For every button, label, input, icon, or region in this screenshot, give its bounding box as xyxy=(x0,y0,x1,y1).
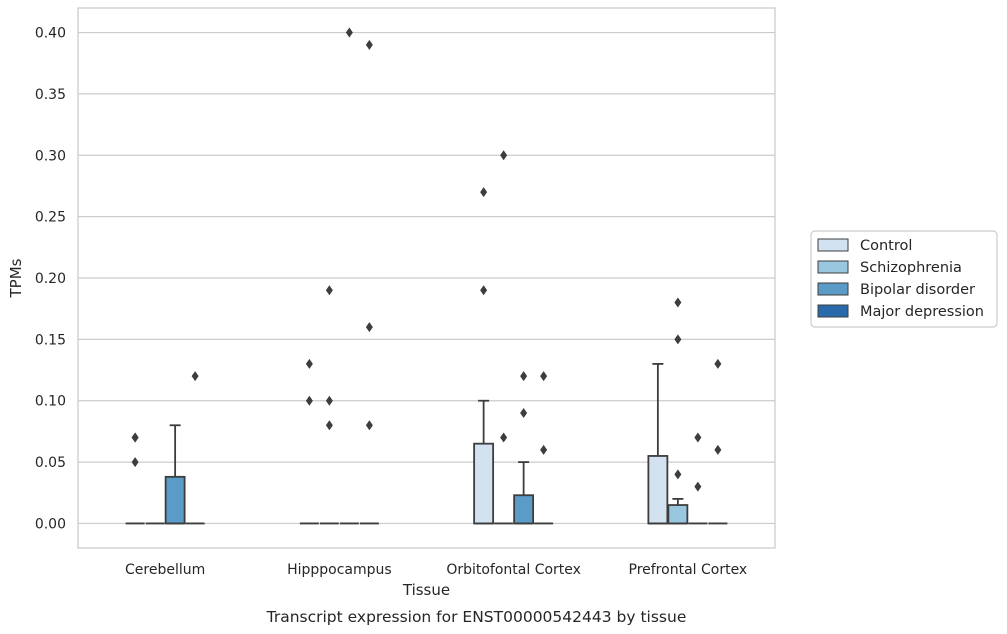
outlier-marker xyxy=(540,371,548,382)
outlier-marker xyxy=(191,371,199,382)
outlier-marker xyxy=(520,371,528,382)
legend-swatch xyxy=(817,260,849,274)
outlier-marker xyxy=(131,432,139,443)
outlier-marker xyxy=(325,420,333,431)
outlier-marker xyxy=(365,420,373,431)
outlier-marker xyxy=(714,444,722,455)
outlier-marker xyxy=(365,39,373,50)
legend-label: Schizophrenia xyxy=(860,260,962,276)
outlier-marker xyxy=(694,432,702,443)
outlier-markers xyxy=(131,27,722,492)
x-tick-label: Cerebellum xyxy=(125,562,205,578)
plot-frame xyxy=(77,7,776,549)
x-tick-label: Prefrontal Cortex xyxy=(629,562,748,578)
box xyxy=(647,455,669,525)
outlier-marker xyxy=(325,285,333,296)
outlier-marker xyxy=(325,395,333,406)
outlier-marker xyxy=(305,358,313,369)
box xyxy=(513,494,535,525)
x-axis-label: Tissue xyxy=(402,581,450,599)
x-tick-labels: Cerebellum Hipppocampus Orbitofontal Corte… xyxy=(125,562,747,578)
y-tick-label: 0.05 xyxy=(35,455,66,471)
grid-lines xyxy=(78,31,775,525)
y-tick-label: 0.25 xyxy=(35,210,66,226)
outlier-marker xyxy=(674,334,682,345)
legend-swatch xyxy=(817,304,849,318)
x-tick-label: Orbitofontal Cortex xyxy=(446,562,581,578)
legend-label: Control xyxy=(860,238,912,254)
legend-label: Bipolar disorder xyxy=(860,282,975,298)
box xyxy=(473,442,495,525)
outlier-marker xyxy=(131,457,139,468)
outlier-marker xyxy=(714,358,722,369)
y-tick-label: 0.10 xyxy=(35,394,66,410)
outlier-marker xyxy=(500,432,508,443)
legend-label: Major depression xyxy=(860,304,984,320)
outlier-marker xyxy=(500,150,508,161)
y-axis-label: TPMs xyxy=(7,258,25,298)
y-tick-label: 0.00 xyxy=(35,516,66,532)
outlier-marker xyxy=(540,444,548,455)
outlier-marker xyxy=(345,27,353,38)
legend-swatch xyxy=(817,282,849,296)
y-tick-label: 0.35 xyxy=(35,87,66,103)
y-tick-label: 0.40 xyxy=(35,26,66,42)
outlier-marker xyxy=(694,481,702,492)
legend-swatch xyxy=(817,238,849,252)
y-tick-labels: 0.00 0.05 0.10 0.15 0.20 0.25 0.30 0.35 0.40 xyxy=(35,26,66,533)
outlier-marker xyxy=(480,285,488,296)
outlier-marker xyxy=(674,469,682,480)
outlier-marker xyxy=(305,395,313,406)
outlier-marker xyxy=(365,322,373,333)
y-tick-label: 0.30 xyxy=(35,148,66,164)
y-tick-label: 0.20 xyxy=(35,271,66,287)
outlier-marker xyxy=(674,297,682,308)
outlier-marker xyxy=(520,408,528,418)
box xyxy=(667,504,689,525)
chart-caption: Transcript expression for ENST0000054244… xyxy=(266,608,687,626)
x-tick-label: Hipppocampus xyxy=(287,562,392,578)
legend: Control Schizophrenia Bipolar disorder Majo… xyxy=(810,230,998,328)
box xyxy=(164,475,186,525)
y-tick-label: 0.15 xyxy=(35,332,66,348)
outlier-marker xyxy=(480,187,488,198)
legend-frame xyxy=(810,230,998,328)
box-elements xyxy=(125,363,728,525)
